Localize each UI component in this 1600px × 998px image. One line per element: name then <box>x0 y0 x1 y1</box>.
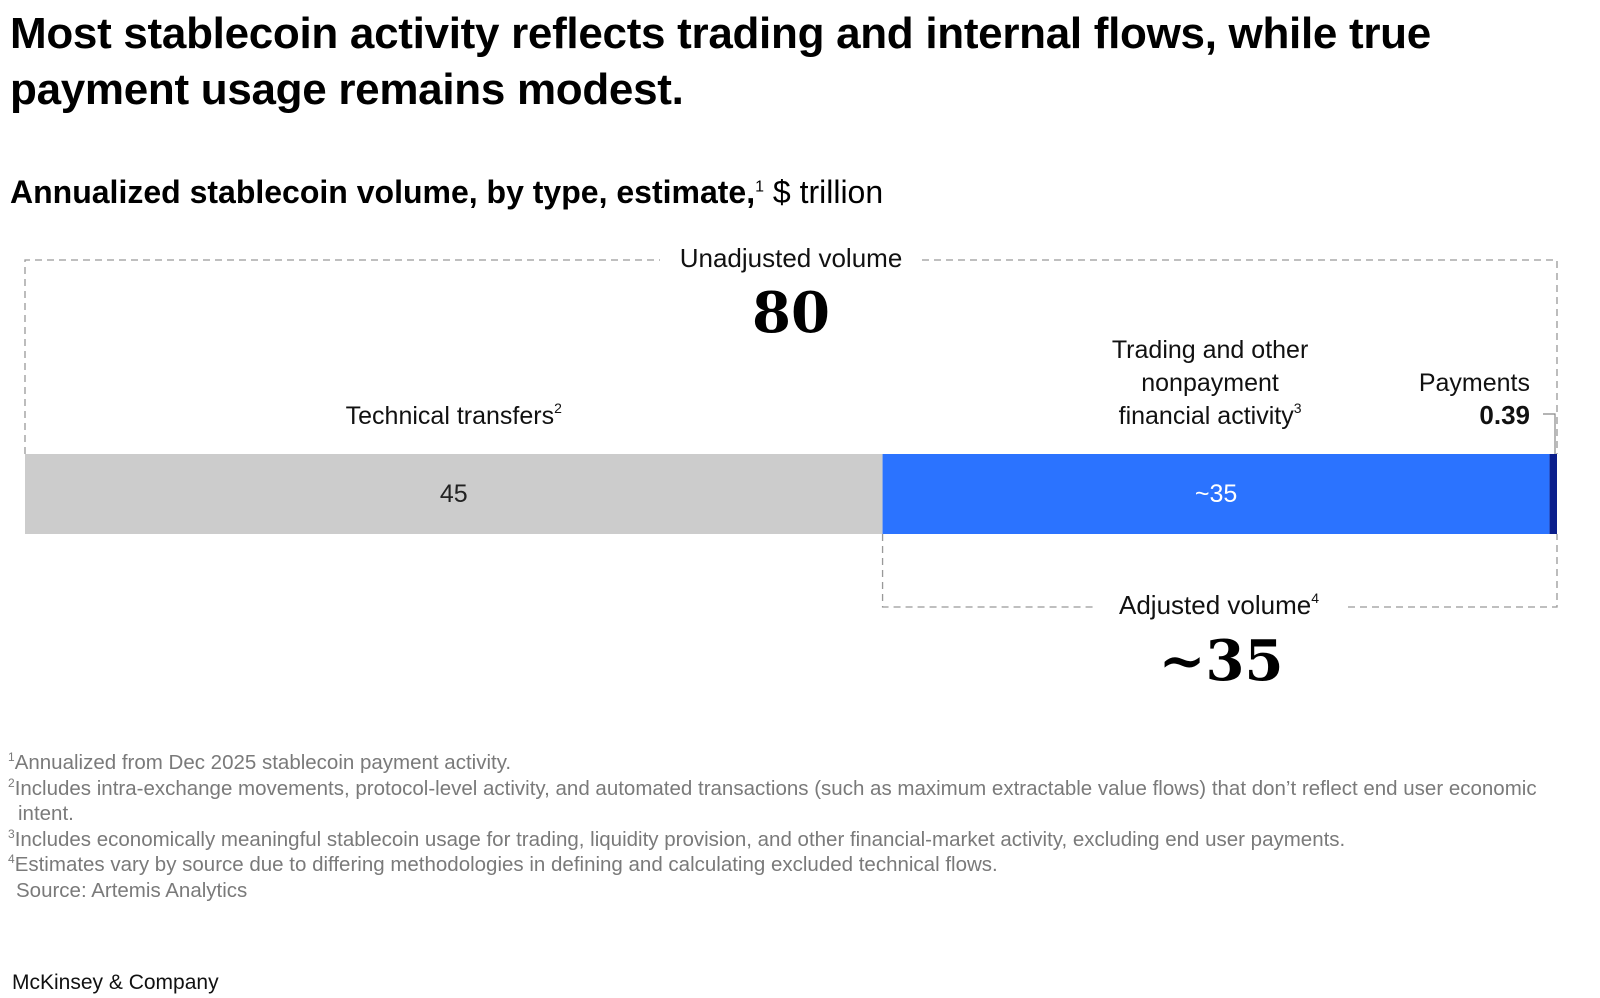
source-note: Source: Artemis Analytics <box>16 878 248 902</box>
label-trading-line-3: financial activity3 <box>1119 400 1302 430</box>
payments-callout-line <box>1543 413 1556 454</box>
adjusted-bracket-right <box>1348 534 1558 608</box>
footnote-3-text: Includes economically meaningful stablec… <box>14 827 1346 851</box>
footnote-1: 1Annualized from Dec 2025 stablecoin pay… <box>8 750 1588 776</box>
subtitle-main: Annualized stablecoin volume, by type, e… <box>10 174 756 210</box>
unadjusted-volume-label: Unadjusted volume <box>680 243 903 273</box>
stacked-bar-chart: 45 ~35 Technical transfers2 Trading and oth… <box>24 243 1558 694</box>
chart-labels: 45 ~35 Technical transfers2 Trading and oth… <box>346 243 1530 694</box>
chart-subtitle: Annualized stablecoin volume, by type, e… <box>10 172 883 212</box>
label-trading-line-1: Trading and other <box>1112 336 1308 364</box>
brand-logo-text: McKinsey & Company <box>12 971 219 994</box>
footnote-4-ref: 4 <box>8 852 15 867</box>
footnote-2-ref: 2 <box>8 775 15 790</box>
bar-segment-2 <box>882 454 1550 534</box>
footnote-2-text: Includes intra-exchange movements, proto… <box>14 776 1537 826</box>
label-technical-transfers: Technical transfers2 <box>346 400 562 430</box>
adjusted-bracket-left <box>881 534 1095 608</box>
footnote-ref: 2 <box>554 400 562 416</box>
footnote-4: 4Estimates vary by source due to differi… <box>8 852 1588 878</box>
bar-value-1: 45 <box>440 480 468 508</box>
footnote-ref: 4 <box>1311 590 1319 606</box>
footnote-ref: 3 <box>1294 400 1302 416</box>
bar-segment-1 <box>25 454 883 534</box>
adjusted-volume-label: Adjusted volume4 <box>1119 590 1319 620</box>
footnote-3: 3Includes economically meaningful stable… <box>8 827 1588 853</box>
footnotes: 1Annualized from Dec 2025 stablecoin pay… <box>8 750 1588 903</box>
bar-segments <box>25 454 1557 534</box>
label-payments: Payments <box>1419 369 1530 397</box>
subtitle-footnote-ref: 1 <box>755 178 764 196</box>
footnote-4-text: Estimates vary by source due to differin… <box>14 853 998 876</box>
label-trading-line-2: nonpayment <box>1141 369 1279 397</box>
footnote-2: 2Includes intra-exchange movements, prot… <box>8 776 1588 827</box>
unadjusted-bracket-left <box>24 259 660 454</box>
footnote-1-ref: 1 <box>8 750 15 765</box>
bar-segment-3 <box>1549 454 1557 534</box>
footnote-3-ref: 3 <box>8 826 15 841</box>
unadjusted-volume-value: 80 <box>752 280 830 346</box>
bracket-lines <box>24 259 1558 608</box>
subtitle-unit: $ trillion <box>763 174 884 210</box>
chart-headline: Most stablecoin activity reflects tradin… <box>10 9 1431 114</box>
footnote-1-text: Annualized from Dec 2025 stablecoin paym… <box>14 751 512 774</box>
value-payments: 0.39 <box>1479 400 1530 430</box>
adjusted-volume-value: ~35 <box>1159 628 1284 694</box>
bar-value-2: ~35 <box>1195 480 1237 508</box>
